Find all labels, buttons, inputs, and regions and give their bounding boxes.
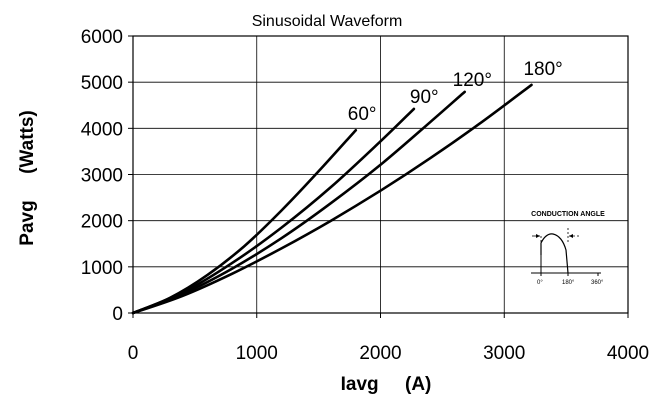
series-line-3: [131, 83, 533, 315]
y-tick-label-5: 5000: [81, 73, 123, 94]
x-tick-label-3: 3000: [483, 343, 525, 364]
series-lines: [131, 83, 533, 315]
inset-title: CONDUCTION ANGLE: [531, 211, 605, 218]
y-tick-label-6: 6000: [81, 27, 123, 48]
inset-half-wave: [540, 233, 569, 274]
grid-lines: [133, 36, 628, 313]
x-tick-label-4: 4000: [607, 343, 649, 364]
series-labels: 60° 90° 120° 180°: [348, 59, 563, 125]
inset-arrowhead-right: [569, 234, 573, 238]
y-tick-label-3: 3000: [81, 166, 123, 187]
x-tick-label-2: 2000: [359, 343, 401, 364]
y-tick-label-0: 0: [112, 304, 123, 325]
inset-arrowhead-left: [536, 234, 540, 238]
y-tick-labels: 0 1000 2000 3000 4000 5000 6000: [81, 27, 133, 325]
y-tick-label-4: 4000: [81, 119, 123, 140]
y-tick-label-2: 2000: [81, 212, 123, 233]
y-tick-label-1: 1000: [81, 258, 123, 279]
inset-tick-label-0: 0°: [537, 280, 543, 286]
x-tick-label-0: 0: [128, 343, 139, 364]
x-tick-labels: 0 1000 2000 3000 4000: [128, 313, 649, 364]
y-axis-title: Pavg (Watts): [17, 110, 38, 245]
x-axis-title: Iavg (A): [341, 374, 432, 395]
series-label-2: 120°: [453, 70, 492, 91]
conduction-angle-inset: CONDUCTION ANGLE 0° 180° 360°: [531, 211, 605, 286]
series-label-1: 90°: [410, 87, 439, 108]
x-tick-label-1: 1000: [236, 343, 278, 364]
series-label-0: 60°: [348, 104, 377, 125]
inset-tick-label-180: 180°: [562, 280, 575, 286]
series-label-3: 180°: [523, 59, 562, 80]
chart-title: Sinusoidal Waveform: [252, 13, 403, 30]
series-line-2: [131, 90, 466, 315]
inset-tick-label-360: 360°: [591, 280, 604, 286]
